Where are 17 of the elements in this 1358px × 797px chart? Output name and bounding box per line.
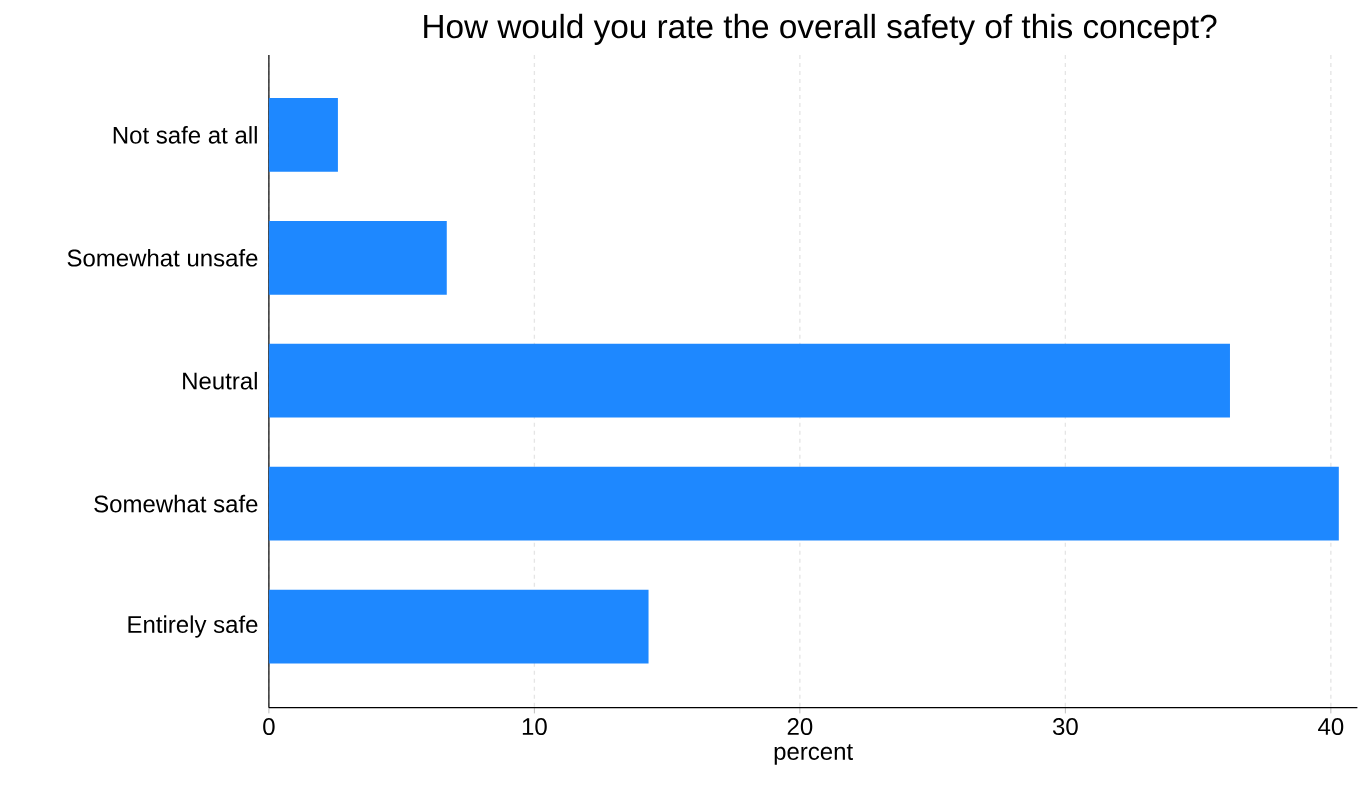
x-tick-label: 30	[1052, 718, 1078, 736]
y-tick-label: Not safe at all	[113, 126, 257, 144]
bar	[268, 466, 1339, 541]
x-tick-label: 20	[787, 718, 813, 736]
y-tick-label: Somewhat safe	[94, 495, 258, 513]
bar	[268, 344, 1230, 418]
x-tick-label: 10	[522, 718, 547, 736]
bar	[268, 589, 649, 664]
bar	[268, 98, 338, 172]
x-tick-label: 0	[263, 718, 275, 736]
y-tick-label: Entirely safe	[128, 615, 258, 638]
y-tick-label: Somewhat unsafe	[67, 249, 258, 267]
x-tick-label: 40	[1318, 718, 1344, 736]
bar	[268, 221, 447, 295]
y-tick-label: Neutral	[183, 372, 257, 390]
x-axis-title: percent	[774, 744, 853, 765]
chart-title: How would you rate the overall safety of this concept?	[424, 14, 1217, 46]
